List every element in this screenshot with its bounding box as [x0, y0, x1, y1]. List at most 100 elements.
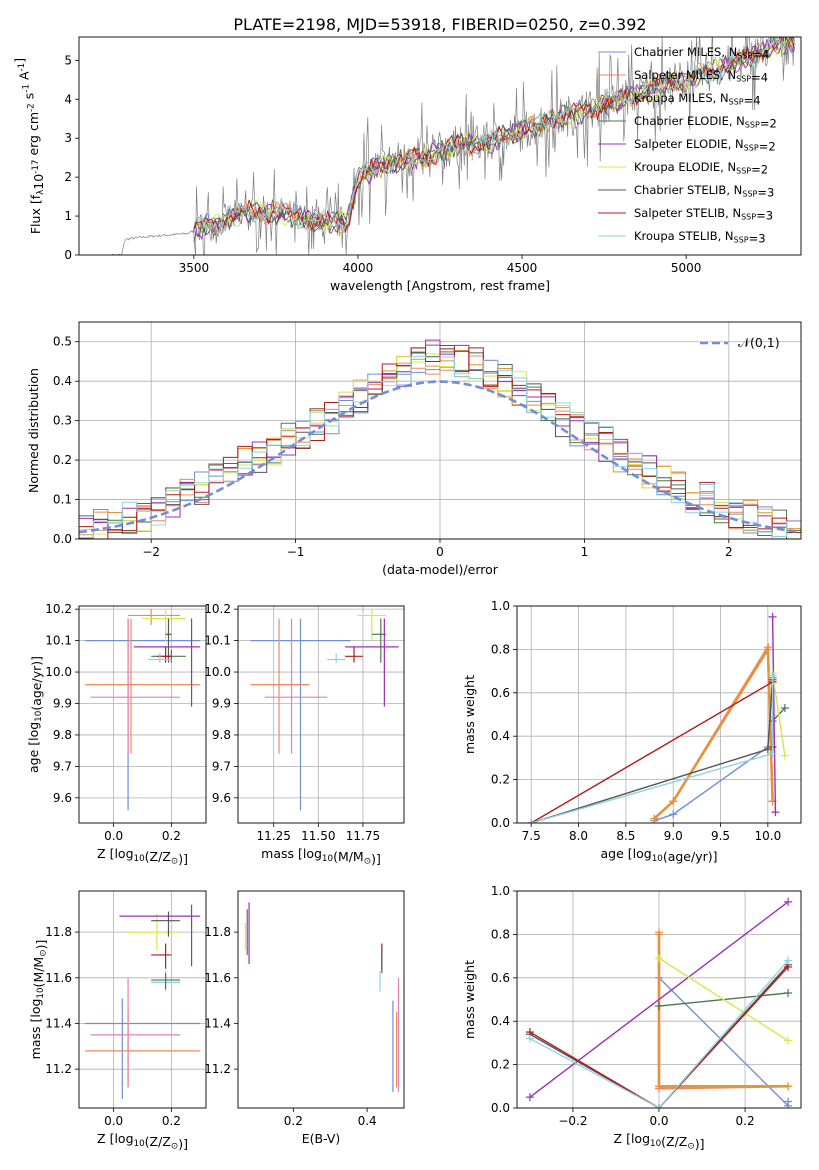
x-tick-label: 11.25	[257, 829, 291, 843]
plot-area	[250, 609, 399, 811]
plot-area	[84, 904, 201, 1099]
y-tick-label: 11.8	[204, 925, 231, 939]
subscript: SSP	[736, 75, 751, 84]
axes-frame	[516, 890, 802, 1109]
text-run: Flux [f	[28, 194, 43, 234]
text-run: Normed distribution	[26, 368, 41, 493]
spectrum-panel: 3500 4000 4500 5000 0 1 2 3 4 5 wavelength [Angstr…	[12, 36, 802, 293]
legend-label: Chabrier MILES, NSSP=4	[634, 45, 769, 62]
text-run: mass [log	[28, 999, 43, 1060]
text-run: (age/yr)]	[663, 849, 718, 864]
x-tick-label: −0.2	[558, 1114, 587, 1128]
axes-frame	[237, 890, 405, 1109]
weight-line	[653, 645, 774, 820]
text-run: Salpeter ELODIE, N	[634, 137, 744, 151]
y-tick-label: 0.0	[491, 1101, 510, 1115]
text-run: Z [log	[97, 1131, 133, 1146]
legend-label: Kroupa ELODIE, NSSP=2	[634, 160, 768, 177]
y-axis-label: mass [log10(M/M⊙)]	[28, 940, 49, 1060]
y-tick-label: 9.7	[53, 759, 72, 773]
subscript: ⊙	[687, 1142, 694, 1152]
text-run: (data-model)/error	[382, 562, 499, 577]
model-spectrum-line	[193, 37, 795, 243]
residual-histogram	[79, 366, 801, 539]
text-run: (M/M	[333, 849, 364, 864]
y-tick-label: 1.0	[491, 599, 510, 613]
residual-histogram	[79, 355, 801, 539]
subscript: 10	[134, 1139, 145, 1149]
model-spectrum-line	[193, 37, 795, 232]
text-run: Z [log	[97, 846, 133, 861]
text-run: =4	[744, 94, 761, 108]
x-tick-label: 0.0	[649, 1114, 668, 1128]
x-tick-label: 9.5	[711, 829, 730, 843]
y-tick-label: 11.4	[204, 1016, 231, 1030]
text-run: Chabrier MILES, N	[634, 45, 737, 59]
y-tick-label: 11.8	[45, 925, 72, 939]
weight-line	[657, 932, 789, 1090]
mass-vs-metallicity-panel: 0.0 0.211.211.411.611.8Z [log10(Z/Z⊙)]mas…	[28, 890, 207, 1152]
y-tick-label: 0.0	[53, 532, 72, 546]
x-tick-label: 11.50	[301, 829, 335, 843]
text-run: Z [log	[614, 1131, 650, 1146]
axes-frame	[78, 890, 207, 1109]
y-axis-label: Flux [fλ10-17 erg cm-2 s-1 A-1]	[12, 58, 46, 234]
text-run: =2	[759, 140, 776, 154]
x-tick-label: 0	[436, 545, 444, 559]
plot-area	[84, 609, 201, 811]
y-tick-label: 10.0	[204, 665, 231, 679]
x-tick-label: 11.75	[346, 829, 380, 843]
text-run: Kroupa MILES, N	[634, 91, 729, 105]
y-tick-label: 0	[64, 248, 72, 262]
axes-frame	[78, 605, 207, 824]
subscript: SSP	[734, 236, 749, 245]
text-run: =3	[756, 209, 773, 223]
subscript: SSP	[729, 98, 744, 107]
y-tick-label: 9.6	[212, 791, 231, 805]
y-tick-label: 1.0	[491, 884, 510, 898]
text-run: (Z/Z	[145, 1134, 171, 1149]
y-tick-label: 2	[64, 170, 72, 184]
text-run: )]	[34, 940, 49, 950]
y-axis-label: age [log10(age/yr)]	[26, 656, 44, 773]
x-tick-label: 7.5	[522, 829, 541, 843]
x-axis-label: (data-model)/error	[382, 562, 499, 577]
text-run: =3	[749, 232, 766, 246]
y-tick-label: 10.2	[204, 602, 231, 616]
subscript: SSP	[744, 144, 759, 153]
plot-area	[111, 37, 795, 255]
x-tick-label: 0.2	[162, 829, 181, 843]
x-tick-label: 0.2	[162, 1114, 181, 1128]
x-tick-label: 8.0	[569, 829, 588, 843]
subscript: ⊙	[39, 949, 49, 956]
y-tick-label: 0.4	[53, 374, 72, 388]
y-tick-label: 11.2	[204, 1062, 231, 1076]
subscript: 10	[322, 854, 333, 864]
axes-frame	[237, 605, 405, 824]
legend-label: Salpeter STELIB, NSSP=3	[634, 206, 773, 223]
x-tick-label: 8.5	[616, 829, 635, 843]
y-tick-label: 11.6	[45, 971, 72, 985]
subscript: 10	[36, 987, 46, 998]
y-tick-label: 9.8	[53, 728, 72, 742]
x-tick-label: 3500	[179, 261, 210, 275]
x-axis-label: Z [log10(Z/Z⊙)]	[614, 1131, 705, 1152]
y-tick-label: 1	[64, 209, 72, 223]
subscript: ⊙	[171, 1142, 178, 1152]
text-run: =2	[751, 163, 768, 177]
text-run: 𝒩(0,1)	[738, 335, 780, 350]
x-tick-label: 2	[725, 545, 733, 559]
legend-label: Chabrier ELODIE, NSSP=2	[634, 114, 777, 131]
text-run: A	[17, 71, 32, 84]
legend-label: 𝒩(0,1)	[738, 335, 780, 350]
text-run: age [log	[600, 846, 651, 861]
y-tick-label: 11.2	[45, 1062, 72, 1076]
x-axis-label: wavelength [Angstrom, rest frame]	[330, 278, 550, 293]
model-spectrum-line	[193, 37, 795, 234]
text-run: =2	[760, 117, 777, 131]
weight-line	[529, 959, 789, 1108]
subscript: λ	[36, 190, 46, 195]
age-vs-mass-panel: 11.25 11.50 11.75 9.6 9.7 9.8 9.9 10.0 10.1 10.2 m…	[204, 602, 405, 867]
x-axis-label: age [log10(age/yr)]	[600, 846, 717, 864]
